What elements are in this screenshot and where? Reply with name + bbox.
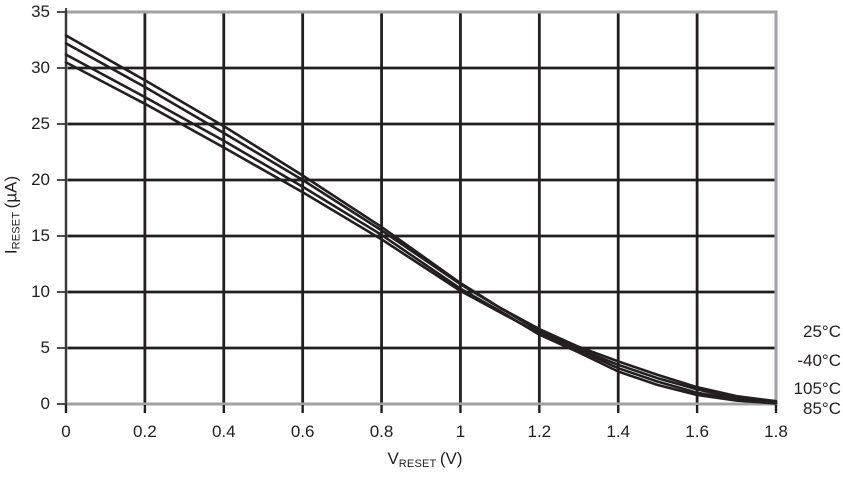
series-label-minus40c: -40°C — [797, 351, 841, 370]
x-tick-label: 1 — [455, 422, 466, 441]
y-tick-label: 20 — [31, 170, 50, 189]
x-tick-label: 0 — [61, 422, 71, 441]
x-tick-label: 0.8 — [369, 422, 394, 441]
x-tick-label: 0.6 — [290, 422, 315, 441]
y-tick-label: 10 — [31, 282, 50, 301]
y-tick-label: 25 — [31, 114, 50, 133]
curve-85c — [64, 53, 778, 405]
y-tick-label: 0 — [40, 394, 50, 413]
curve-40c — [64, 34, 778, 404]
x-tick-label: 1.6 — [685, 422, 709, 441]
y-tick-label: 5 — [40, 338, 50, 357]
x-axis-subscript: RESET — [398, 458, 437, 470]
x-axis-unit: (V) — [439, 449, 463, 468]
y-axis-symbol: I — [1, 249, 21, 255]
series-label-85c: 85°C — [803, 399, 841, 418]
x-tick-label: 1.4 — [606, 422, 631, 441]
x-tick-label: 0.2 — [133, 422, 157, 441]
x-axis-title: VRESET (V) — [387, 449, 462, 470]
x-tick-label: 1.8 — [764, 422, 788, 441]
plot-frame — [64, 10, 778, 406]
x-tick-label: 1.2 — [527, 422, 552, 441]
y-tick-label: 35 — [31, 2, 50, 21]
series-label-25c: 25°C — [803, 322, 841, 341]
x-axis-symbol: V — [387, 449, 399, 468]
series-label-105c: 105°C — [793, 379, 841, 398]
y-tick-label: 30 — [31, 58, 50, 77]
y-tick-label: 15 — [31, 226, 50, 245]
x-tick-label: 0.4 — [211, 422, 236, 441]
